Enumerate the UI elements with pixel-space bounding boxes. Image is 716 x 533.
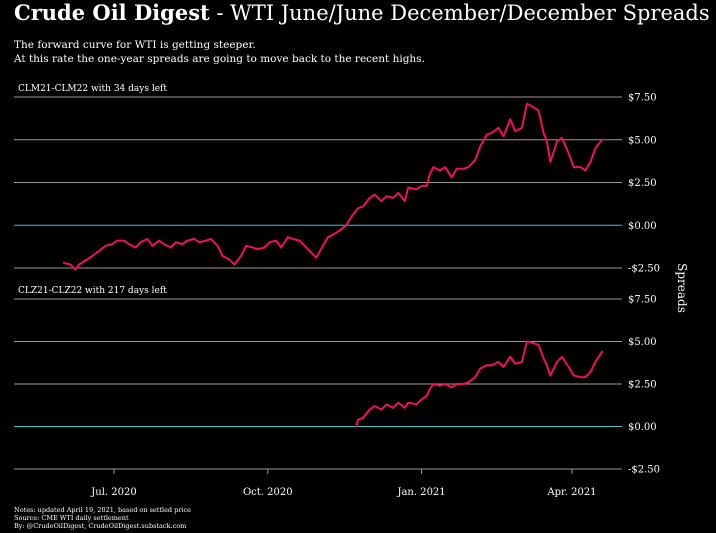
panel-1-y-tick-1: $5.00 xyxy=(628,135,657,146)
subtitle-line-2: At this rate the one-year spreads are go… xyxy=(14,53,425,65)
panel-1-y-tick-2: $2.50 xyxy=(628,178,657,189)
panel-1-y-tick-4: -$2.50 xyxy=(628,264,660,275)
panel-2-y-tick-2: $2.50 xyxy=(628,380,657,391)
panel-2-series-line xyxy=(355,340,604,428)
y-axis-label: Spreads xyxy=(675,263,689,313)
chart-title: Crude Oil Digest - WTI June/June Decembe… xyxy=(14,0,710,25)
notes-line-3: By: @CrudeOilDigest, CrudeOilDigest.subs… xyxy=(14,522,187,530)
x-tick-label-2: Jan. 2021 xyxy=(396,487,445,498)
panel-2-y-tick-1: $5.00 xyxy=(628,337,657,348)
panel-2-y-tick-0: $7.50 xyxy=(628,295,657,306)
chart-notes: Notes: updated April 19, 2021, based on … xyxy=(14,506,191,530)
title-rest: - WTI June/June December/December Spread… xyxy=(209,1,710,25)
subtitle-line-1: The forward curve for WTI is getting ste… xyxy=(14,39,256,51)
x-tick-label-0: Jul. 2020 xyxy=(90,487,136,498)
panel-1-y-tick-0: $7.50 xyxy=(628,93,657,104)
title-brand: Crude Oil Digest xyxy=(14,0,210,25)
panel-1-series-line xyxy=(62,102,604,271)
panel-2-label: CLZ21-CLZ22 with 217 days left xyxy=(18,286,167,296)
panel-1-label: CLM21-CLM22 with 34 days left xyxy=(18,84,167,94)
x-tick-label-3: Apr. 2021 xyxy=(546,487,596,498)
panel-1-y-tick-3: $0.00 xyxy=(628,221,657,232)
panel-2-y-tick-3: $0.00 xyxy=(628,422,657,433)
notes-line-1: Notes: updated April 19, 2021, based on … xyxy=(14,506,191,514)
notes-line-2: Source: CME WTI daily settlement xyxy=(14,514,129,522)
x-tick-label-1: Oct. 2020 xyxy=(243,487,293,498)
panel-2-y-tick-4: -$2.50 xyxy=(628,465,660,476)
